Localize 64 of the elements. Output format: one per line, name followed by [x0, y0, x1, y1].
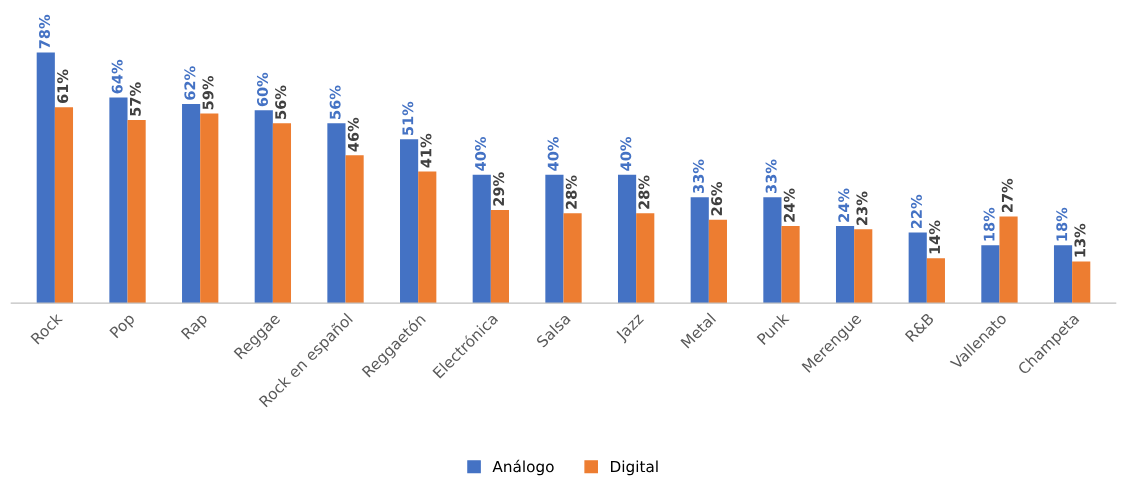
- bar: [763, 197, 782, 304]
- data-label: 40%: [474, 136, 486, 171]
- bar: [127, 120, 146, 304]
- bar: [345, 155, 364, 304]
- bar: [854, 229, 873, 304]
- data-label: 24%: [783, 188, 795, 222]
- data-label: 40%: [620, 136, 632, 171]
- bar: [490, 209, 509, 304]
- bar: [563, 213, 582, 304]
- data-label: 14%: [929, 220, 941, 254]
- bar: [54, 107, 74, 304]
- data-label: 56%: [329, 85, 341, 119]
- bar: [908, 232, 927, 304]
- data-label: 24%: [838, 188, 850, 222]
- data-label: 22%: [910, 194, 922, 229]
- data-label: 62%: [184, 66, 196, 100]
- bar: [926, 258, 945, 304]
- bar: [636, 213, 655, 304]
- bar: [999, 216, 1018, 304]
- data-label: 33%: [692, 159, 704, 193]
- bar: [400, 139, 419, 304]
- data-label: 18%: [1056, 207, 1068, 241]
- bar: [200, 113, 219, 304]
- data-label: 59%: [202, 75, 214, 110]
- data-label: 18%: [983, 207, 995, 241]
- bar: [981, 245, 1000, 304]
- bar: [781, 226, 800, 304]
- bar: [690, 197, 709, 304]
- bar: [327, 123, 346, 304]
- x-tick-label: Pop: [109, 312, 138, 341]
- data-label: 78%: [38, 14, 51, 49]
- data-label: 51%: [402, 101, 414, 135]
- data-label: 61%: [57, 69, 69, 104]
- bar: [472, 174, 491, 304]
- data-label: 41%: [420, 133, 432, 168]
- bar: [109, 97, 128, 304]
- bar: [254, 110, 273, 304]
- data-label: 23%: [856, 191, 868, 225]
- bar: [182, 103, 201, 304]
- bar: [618, 174, 637, 304]
- bar: [1072, 261, 1091, 304]
- legend-label: Análogo: [492, 459, 554, 476]
- data-label: 13%: [1074, 223, 1086, 257]
- bar: [545, 174, 564, 304]
- data-label: 60%: [256, 72, 268, 107]
- bar: [418, 171, 437, 304]
- data-label: 27%: [1001, 178, 1013, 213]
- bar: [272, 123, 292, 304]
- x-tick-label: Rap: [180, 312, 211, 342]
- data-label: 64%: [111, 59, 123, 94]
- bar: [835, 226, 855, 304]
- data-label: 28%: [565, 175, 577, 209]
- data-label: 57%: [129, 82, 141, 116]
- data-label: 33%: [765, 159, 777, 193]
- bar: [708, 219, 727, 304]
- data-label: 46%: [347, 117, 359, 152]
- data-label: 29%: [493, 172, 505, 206]
- bar: [1053, 245, 1073, 304]
- bar: [36, 52, 55, 304]
- data-label: 28%: [638, 175, 650, 209]
- data-label: 40%: [547, 136, 559, 171]
- data-label: 56%: [275, 85, 287, 119]
- data-label: 26%: [711, 181, 723, 216]
- legend-label: Digital: [611, 460, 658, 476]
